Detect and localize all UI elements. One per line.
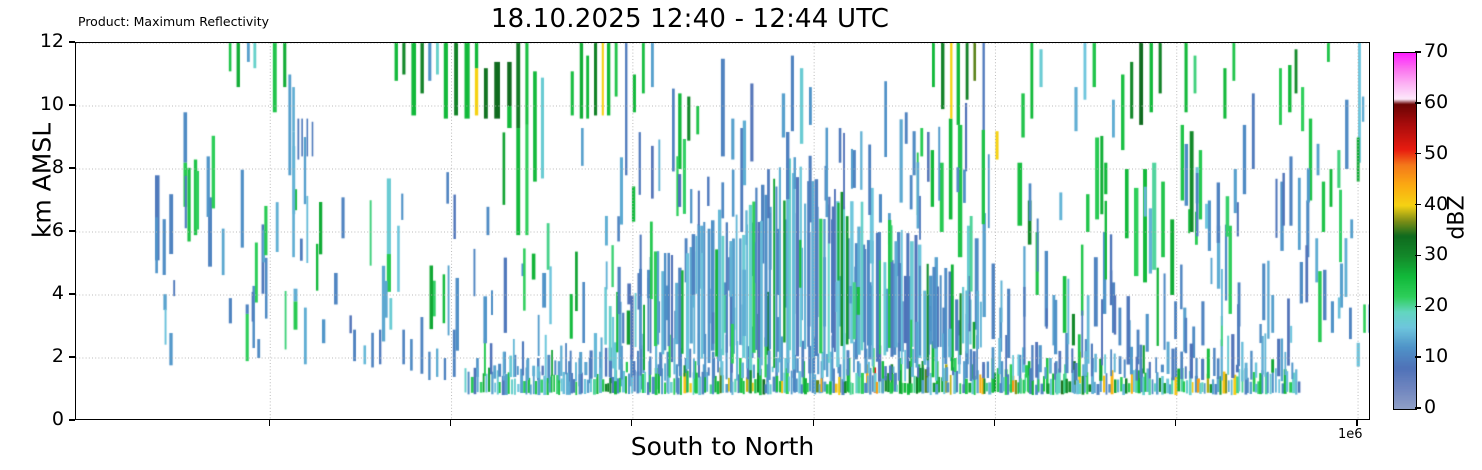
x-tick-mark (1356, 420, 1358, 426)
y-tick-mark (69, 167, 75, 169)
colorbar-tick-mark (1415, 407, 1421, 409)
x-tick-mark (993, 420, 996, 426)
y-tick-mark (69, 293, 75, 295)
y-tick-mark (69, 356, 75, 358)
colorbar-tick-mark (1415, 254, 1421, 257)
y-tick-mark (69, 41, 75, 43)
colorbar-tick-label: 30 (1424, 243, 1449, 266)
plot-area[interactable] (75, 42, 1370, 420)
y-tick-label: 4 (51, 282, 64, 304)
colorbar-tick-mark (1415, 153, 1421, 155)
colorbar-gradient (1393, 52, 1417, 410)
reflectivity-curtain-canvas (76, 43, 1369, 419)
x-tick-mark (268, 420, 270, 426)
colorbar-tick-label: 50 (1424, 141, 1449, 164)
colorbar-tick-label: 70 (1424, 40, 1449, 62)
y-tick-mark (69, 104, 75, 106)
colorbar-tick-label: 0 (1424, 396, 1437, 418)
y-tick-label: 2 (51, 345, 64, 367)
colorbar-tick-mark (1415, 203, 1421, 206)
y-tick-label: 10 (39, 93, 64, 115)
x-axis-offset-text: 1e6 (1338, 427, 1363, 442)
colorbar-tick-label: 40 (1424, 192, 1449, 215)
y-tick-label: 12 (39, 30, 64, 52)
y-tick-label: 0 (51, 408, 64, 430)
colorbar-tick-mark (1415, 51, 1421, 53)
colorbar[interactable] (1393, 52, 1417, 410)
y-tick-label: 6 (51, 219, 64, 241)
colorbar-tick-mark (1415, 356, 1421, 358)
x-tick-mark (812, 420, 814, 426)
colorbar-tick-label: 20 (1424, 294, 1449, 317)
x-axis-label: South to North (630, 432, 815, 461)
page-title: 18.10.2025 12:40 - 12:44 UTC (490, 4, 890, 34)
y-tick-label: 8 (51, 156, 64, 178)
colorbar-tick-label: 10 (1424, 345, 1449, 368)
y-axis-label: km AMSL (27, 122, 57, 239)
x-tick-mark (449, 420, 452, 426)
colorbar-tick-label: 60 (1424, 90, 1449, 113)
colorbar-tick-mark (1415, 102, 1421, 104)
y-tick-mark (69, 230, 75, 232)
colorbar-axis-label: dBZ (1444, 195, 1470, 240)
product-annotation: Product: Maximum Reflectivity (78, 14, 270, 29)
x-tick-mark (1175, 420, 1177, 426)
x-tick-mark (631, 420, 633, 426)
colorbar-tick-mark (1415, 305, 1421, 307)
y-tick-mark (69, 419, 75, 421)
